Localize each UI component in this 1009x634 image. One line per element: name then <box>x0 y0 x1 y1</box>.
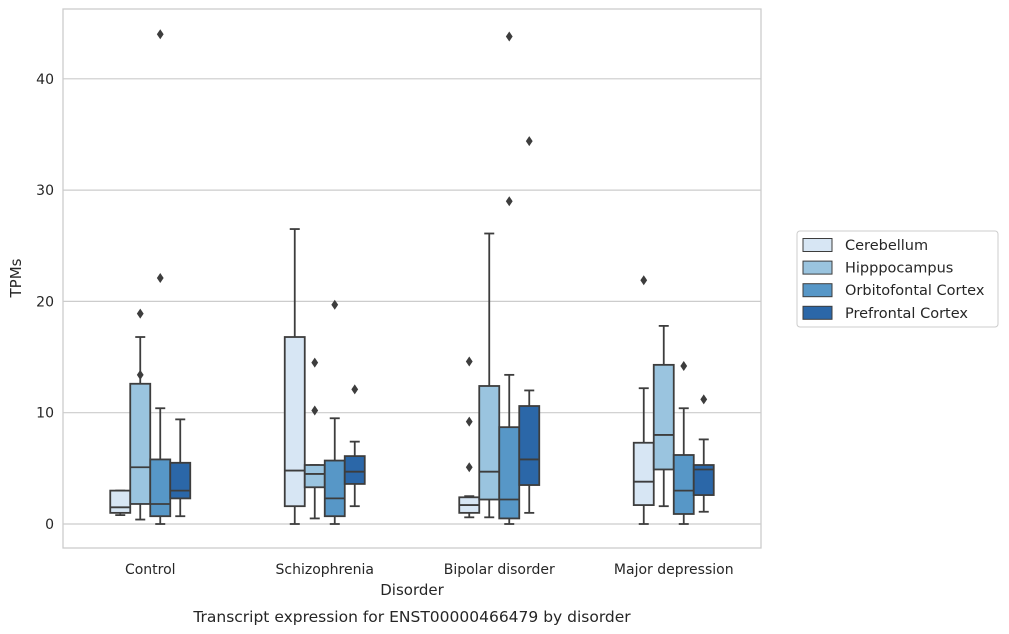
outlier-point <box>156 29 164 40</box>
box-iqr <box>129 382 152 505</box>
box-iqr <box>109 489 132 514</box>
box-cerebellum <box>109 489 132 516</box>
box-iqr <box>303 464 326 489</box>
y-tick-labels: 0 10 20 30 40 <box>36 72 54 533</box>
outlier-point <box>136 369 144 380</box>
box-prefrontal-cortex <box>169 418 192 518</box>
box-hipppocampus <box>478 232 501 519</box>
legend-swatch <box>802 260 833 275</box>
box-orbitofontal-cortex <box>672 360 695 525</box>
y-tick-label: 0 <box>45 517 54 533</box>
box-iqr <box>343 455 366 485</box>
box-iqr <box>692 464 715 496</box>
outlier-point <box>136 308 144 319</box>
box-iqr <box>283 336 306 508</box>
plot-frame <box>62 8 762 549</box>
y-tick-label: 40 <box>36 72 54 88</box>
box-hipppocampus <box>129 308 152 521</box>
box-iqr <box>498 426 521 520</box>
y-axis-label: TPMs <box>7 258 25 298</box>
outlier-point <box>311 357 319 368</box>
outlier-point <box>351 384 359 395</box>
outlier-point <box>465 416 473 427</box>
legend: Cerebellum Hipppocampus Orbitofontal Corte… <box>796 230 999 328</box>
outlier-point <box>331 299 339 310</box>
x-tick-label: Control <box>125 562 176 578</box>
box-iqr <box>652 363 675 471</box>
box-iqr <box>518 405 541 486</box>
outlier-point <box>525 136 533 147</box>
y-tick-label: 10 <box>36 406 54 422</box>
box-iqr <box>672 454 695 515</box>
legend-label: Prefrontal Cortex <box>845 306 968 322</box>
box-iqr <box>149 458 172 518</box>
box-prefrontal-cortex <box>343 384 366 508</box>
outlier-point <box>505 196 513 207</box>
x-tick-labels: Control Schizophrenia Bipolar disorder Majo… <box>125 562 734 578</box>
x-tick-label: Major depression <box>614 562 734 578</box>
outlier-point <box>156 273 164 284</box>
outlier-point <box>700 394 708 405</box>
legend-label: Cerebellum <box>845 238 928 254</box>
x-tick-label: Schizophrenia <box>276 562 374 578</box>
x-axis-label: Disorder <box>380 581 444 599</box>
legend-swatch <box>802 305 833 320</box>
box-series <box>109 29 715 525</box>
box-orbitofontal-cortex <box>149 29 172 525</box>
legend-frame <box>796 230 999 328</box>
legend-swatch <box>802 238 833 252</box>
chart-caption: Transcript expression for ENST0000046647… <box>192 608 631 626</box>
box-hipppocampus <box>652 324 675 508</box>
box-iqr <box>478 385 501 501</box>
y-tick-label: 20 <box>36 294 54 310</box>
legend-label: Orbitofontal Cortex <box>845 283 985 299</box>
box-cerebellum <box>283 228 306 525</box>
outlier-point <box>505 31 513 42</box>
legend-label: Hipppocampus <box>845 261 953 277</box>
outlier-point <box>640 275 648 286</box>
box-iqr <box>169 461 192 500</box>
x-tick-label: Bipolar disorder <box>444 562 555 578</box>
outlier-point <box>311 405 319 416</box>
y-tick-label: 30 <box>36 183 54 199</box>
outlier-point <box>680 360 688 371</box>
box-prefrontal-cortex <box>518 136 541 514</box>
box-orbitofontal-cortex <box>498 31 521 525</box>
box-cerebellum <box>632 275 655 525</box>
box-prefrontal-cortex <box>692 394 715 513</box>
box-hipppocampus <box>303 357 326 520</box>
box-iqr <box>632 441 655 506</box>
legend-swatch <box>802 283 833 298</box>
box-iqr <box>323 459 346 518</box>
box-orbitofontal-cortex <box>323 299 346 525</box>
box-cerebellum <box>458 356 481 519</box>
outlier-point <box>465 356 473 367</box>
outlier-point <box>465 462 473 473</box>
